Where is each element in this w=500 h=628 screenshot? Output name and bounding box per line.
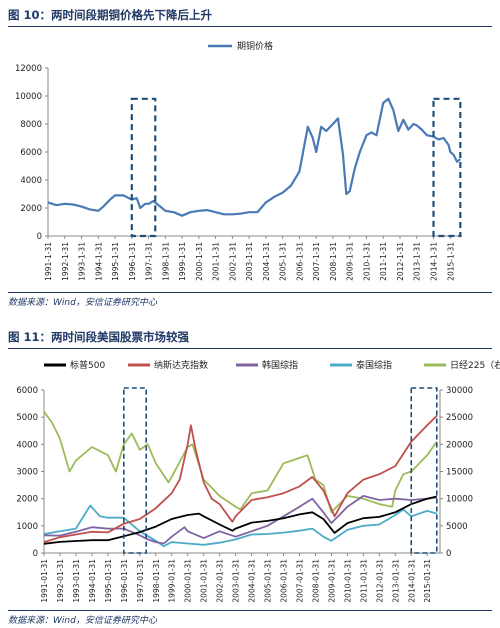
x-tick-label: 2001-1-31 (212, 242, 221, 281)
y-tick-label: 10000 (15, 92, 42, 102)
x-tick-label: 2011-01-31 (359, 559, 368, 603)
x-tick-label: 2004-1-31 (262, 242, 271, 281)
copper-price-chart: 期铜价格 0 2000 4000 6000 8000 10000 12000 1991-1-31… (15, 40, 462, 281)
y-tick-label: 4000 (20, 176, 42, 186)
x-tick-label: 2013-01-31 (391, 559, 400, 603)
x-tick-label: 2005-01-31 (264, 559, 273, 603)
x-tick-label: 2001-01-31 (200, 559, 209, 603)
y-left-tick-label: 5000 (16, 413, 38, 423)
x-tick-label: 2010-01-31 (343, 559, 352, 603)
series-line-nasdaq (43, 415, 438, 543)
x-tick-label: 2003-01-31 (232, 559, 241, 603)
figure2-source: 数据来源：Wind，安信证券研究中心 (8, 610, 492, 626)
x-tick-label: 1991-01-31 (40, 559, 49, 603)
y-right-tick-label: 15000 (446, 468, 473, 478)
y-right-tick-label: 30000 (446, 386, 473, 396)
x-tick-label: 1995-1-31 (111, 242, 120, 281)
x-tick-label: 2002-1-31 (228, 242, 237, 281)
series-line-korea (43, 494, 437, 545)
x-tick-label: 2000-1-31 (195, 242, 204, 281)
series-line-nikkei (43, 411, 438, 514)
figure1-title: 图 10：两时间段期铜价格先下降后上升 (8, 8, 213, 22)
x-tick-label: 1998-01-31 (152, 559, 161, 603)
x-tick-label: 1999-01-31 (168, 559, 177, 603)
y-left-tick-label: 4000 (16, 440, 38, 450)
x-tick-label: 1993-01-31 (72, 559, 81, 603)
x-tick-label: 1993-1-31 (78, 242, 87, 281)
x-tick-label: 2007-01-31 (295, 559, 304, 603)
figure1-source: 数据来源：Wind，安信证券研究中心 (8, 292, 492, 308)
y-left-tick-label: 2000 (16, 495, 38, 505)
x-tick-label: 2004-01-31 (248, 559, 257, 603)
series-line-copper (47, 97, 462, 217)
x-tick-label: 2012-01-31 (375, 559, 384, 603)
x-tick-label: 2008-01-31 (311, 559, 320, 603)
legend-thai-label: 泰国综指 (356, 359, 392, 371)
x-tick-label: 1996-1-31 (128, 242, 137, 281)
x-tick-label: 2012-1-31 (396, 242, 405, 281)
x-tick-label: 2015-1-31 (446, 242, 455, 281)
y-right-tick-label: 10000 (446, 495, 473, 505)
x-tick-label: 2010-1-31 (362, 242, 371, 281)
x-tick-label: 1998-1-31 (161, 242, 170, 281)
series-line-sp500 (43, 495, 438, 545)
x-tick-label: 2008-1-31 (329, 242, 338, 281)
x-tick-label: 1992-1-31 (61, 242, 70, 281)
y-tick-label: 12000 (15, 64, 42, 74)
x-tick-label: 2006-1-31 (295, 242, 304, 281)
x-tick-label: 1994-01-31 (88, 559, 97, 603)
y-left-tick-label: 3000 (16, 468, 38, 478)
x-tick-label: 1991-1-31 (44, 242, 53, 281)
legend-sp500-label: 标普500 (70, 359, 105, 371)
legend-label-copper: 期铜价格 (237, 40, 273, 52)
y-left-tick-label: 6000 (16, 386, 38, 396)
y-left-tick-label: 1000 (16, 522, 38, 532)
highlight-box-1 (130, 97, 157, 238)
y-tick-label: 0 (37, 232, 42, 242)
y-right-tick-label: 0 (446, 549, 451, 559)
x-tick-label: 2003-1-31 (245, 242, 254, 281)
x-tick-label: 1992-01-31 (56, 559, 65, 603)
y-right-tick-label: 25000 (446, 413, 473, 423)
x-tick-label: 1999-1-31 (178, 242, 187, 281)
legend-nasdaq-label: 纳斯达克指数 (154, 359, 208, 371)
highlight-box-1 (123, 387, 147, 554)
y-right-tick-label: 20000 (446, 440, 473, 450)
y-tick-label: 2000 (20, 204, 42, 214)
x-tick-label: 1997-01-31 (136, 559, 145, 603)
highlight-box-2 (432, 97, 462, 238)
x-tick-label: 2014-1-31 (430, 242, 439, 281)
series-line-thai (43, 504, 438, 548)
x-tick-label: 1996-01-31 (120, 559, 129, 603)
y-tick-label: 8000 (20, 120, 42, 130)
x-tick-label: 2000-01-31 (184, 559, 193, 603)
x-tick-label: 2009-01-31 (327, 559, 336, 603)
x-tick-label: 2007-1-31 (312, 242, 321, 281)
x-tick-label: 2015-01-31 (423, 559, 432, 603)
figure2-title: 图 11：两时间段美国股票市场较强 (8, 330, 190, 344)
x-tick-label: 1995-01-31 (104, 559, 113, 603)
y-left-tick-label: 0 (33, 549, 38, 559)
x-tick-label: 2002-01-31 (216, 559, 225, 603)
highlight-box-2 (410, 387, 438, 554)
y-tick-label: 6000 (20, 148, 42, 158)
legend-nikkei-label: 日经225（右） (450, 359, 500, 371)
legend-korea-label: 韩国综指 (262, 359, 298, 371)
x-tick-label: 1997-1-31 (145, 242, 154, 281)
y-right-tick-label: 5000 (446, 522, 468, 532)
x-tick-label: 2013-1-31 (413, 242, 422, 281)
x-tick-label: 2005-1-31 (279, 242, 288, 281)
x-tick-label: 2009-1-31 (346, 242, 355, 281)
x-tick-label: 2011-1-31 (379, 242, 388, 281)
stock-markets-chart: 标普500 纳斯达克指数 韩国综指 泰国综指 日经225（右） 0 1000 2000 3000… (16, 359, 500, 603)
figure1-header: 图 10：两时间段期铜价格先下降后上升 (8, 4, 492, 27)
x-tick-label: 1994-1-31 (94, 242, 103, 281)
x-tick-label: 2006-01-31 (280, 559, 289, 603)
x-tick-label: 2014-01-31 (407, 559, 416, 603)
figure2-header: 图 11：两时间段美国股票市场较强 (8, 326, 492, 349)
